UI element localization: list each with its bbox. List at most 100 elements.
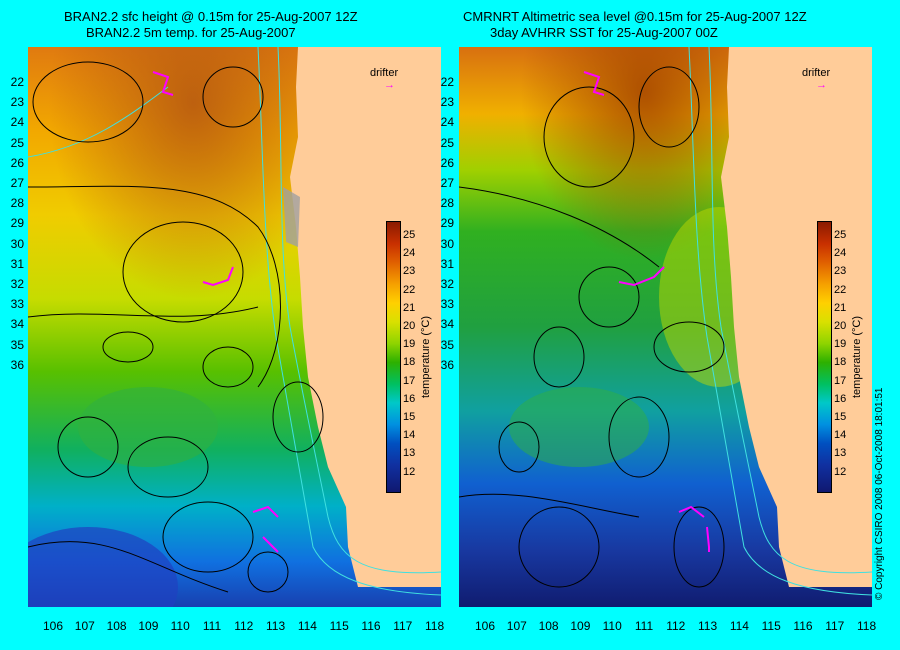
left-ylabel: 27 <box>10 176 24 190</box>
left-xlabel: 109 <box>138 619 159 633</box>
left-colorbar <box>386 221 401 493</box>
left-title-line1: BRAN2.2 sfc height @ 0.15m for 25-Aug-20… <box>64 9 358 24</box>
drifter-label: drifter <box>370 67 399 79</box>
left-ylabel: 34 <box>10 317 24 332</box>
left-xlabel: 113 <box>266 619 286 633</box>
right-colorbar-title: temperature (°C) <box>851 315 863 398</box>
right-xlabel: 118 <box>857 619 877 633</box>
right-xlabel: 106 <box>474 619 496 633</box>
right-ylabel: 25 <box>440 135 454 150</box>
right-xlabel: 117 <box>825 619 845 633</box>
right-ylabel: 34 <box>440 317 454 332</box>
right-xlabel: 112 <box>666 619 686 633</box>
right-colorbar-tick: 20 <box>834 320 847 332</box>
left-ylabel: 28 <box>10 196 24 211</box>
right-ylabel: 26 <box>440 155 454 170</box>
left-ylabel: 35 <box>10 337 24 352</box>
drifter-legend-icon: → <box>384 79 395 91</box>
right-colorbar-tick: 16 <box>834 392 847 405</box>
right-colorbar-tick: 25 <box>834 229 847 241</box>
left-xlabel: 116 <box>361 619 381 633</box>
right-ylabel: 31 <box>440 256 454 271</box>
left-colorbar-tick: 16 <box>403 392 416 405</box>
left-xlabel: 115 <box>329 619 349 633</box>
left-ylabel: 30 <box>10 236 24 251</box>
right-map-panel <box>459 47 872 607</box>
left-ylabel: 22 <box>10 75 24 89</box>
right-colorbar-tick: 15 <box>834 411 847 423</box>
right-colorbar-tick: 23 <box>834 265 847 278</box>
right-ylabel: 36 <box>440 357 454 372</box>
left-colorbar-tick: 17 <box>403 374 416 387</box>
left-colorbar-tick: 19 <box>403 338 416 351</box>
right-colorbar-tick: 19 <box>834 338 847 351</box>
right-ylabel: 28 <box>440 196 454 211</box>
right-colorbar-tick: 24 <box>834 247 847 260</box>
right-colorbar-tick: 17 <box>834 374 847 387</box>
left-ylabel: 31 <box>10 256 24 271</box>
left-xlabel: 111 <box>202 619 222 633</box>
drifter-label: drifter <box>802 67 831 79</box>
right-ylabel: 32 <box>440 277 454 291</box>
left-drifter-legend: drifter → <box>370 67 398 91</box>
left-ylabel: 29 <box>10 216 24 231</box>
right-colorbar-tick: 12 <box>834 465 847 478</box>
right-ylabel: 22 <box>440 75 454 89</box>
left-xlabel: 106 <box>42 619 64 633</box>
left-xlabel: 108 <box>106 619 127 633</box>
right-xlabel: 113 <box>698 619 718 633</box>
left-xlabel: 110 <box>170 619 190 633</box>
left-title-line2: BRAN2.2 5m temp. for 25-Aug-2007 <box>86 25 296 40</box>
drifter-legend-icon: → <box>816 79 827 91</box>
right-colorbar <box>817 221 832 493</box>
left-xlabel: 114 <box>297 619 317 633</box>
right-colorbar-tick: 22 <box>834 283 847 296</box>
left-ylabel: 32 <box>10 277 24 291</box>
right-ylabel: 27 <box>440 176 454 190</box>
left-ylabel: 33 <box>10 297 24 312</box>
right-xlabel: 111 <box>634 619 654 633</box>
left-ylabel: 24 <box>10 115 24 130</box>
left-xlabel: 107 <box>74 619 95 633</box>
left-colorbar-tick: 12 <box>403 465 416 478</box>
left-colorbar-tick: 24 <box>403 247 416 260</box>
right-ylabel: 30 <box>440 236 454 251</box>
left-colorbar-tick: 23 <box>403 265 416 278</box>
left-xlabel: 117 <box>393 619 413 633</box>
right-xlabel: 114 <box>729 619 749 633</box>
left-colorbar-tick: 22 <box>403 283 416 296</box>
left-xlabel: 112 <box>234 619 254 633</box>
right-colorbar-tick: 14 <box>834 429 847 442</box>
right-ylabel: 33 <box>440 297 454 312</box>
left-ylabel: 25 <box>10 135 24 150</box>
right-map-svg <box>459 47 872 607</box>
left-ylabel: 26 <box>10 155 24 170</box>
left-ylabel: 23 <box>10 95 24 110</box>
right-drifter-legend: drifter → <box>802 67 830 91</box>
right-xlabel: 109 <box>570 619 591 633</box>
left-colorbar-tick: 25 <box>403 229 416 241</box>
left-ylabel: 36 <box>10 357 24 372</box>
right-ylabel: 35 <box>440 337 454 352</box>
right-ylabel: 29 <box>440 216 454 231</box>
right-ylabel: 24 <box>440 115 454 130</box>
land-area <box>290 47 441 587</box>
left-colorbar-tick: 14 <box>403 429 416 442</box>
left-colorbar-tick: 20 <box>403 320 416 332</box>
right-colorbar-tick: 13 <box>834 447 847 460</box>
copyright-text: © Copyright CSIRO 2008 06-Oct-2008 18:01… <box>874 387 885 601</box>
left-colorbar-tick: 21 <box>403 301 416 314</box>
left-colorbar-tick: 18 <box>403 356 416 369</box>
right-xlabel: 108 <box>538 619 559 633</box>
left-colorbar-title: temperature (°C) <box>420 315 432 398</box>
right-title-line2: 3day AVHRR SST for 25-Aug-2007 00Z <box>490 25 718 40</box>
right-xlabel: 107 <box>506 619 527 633</box>
left-map-svg <box>28 47 441 607</box>
left-xlabel: 118 <box>425 619 445 633</box>
right-ylabel: 23 <box>440 95 454 110</box>
right-title-line1: CMRNRT Altimetric sea level @0.15m for 2… <box>463 9 807 24</box>
right-xlabel: 116 <box>793 619 813 633</box>
right-colorbar-tick: 21 <box>834 301 847 314</box>
right-xlabel: 115 <box>761 619 781 633</box>
right-colorbar-tick: 18 <box>834 356 847 369</box>
